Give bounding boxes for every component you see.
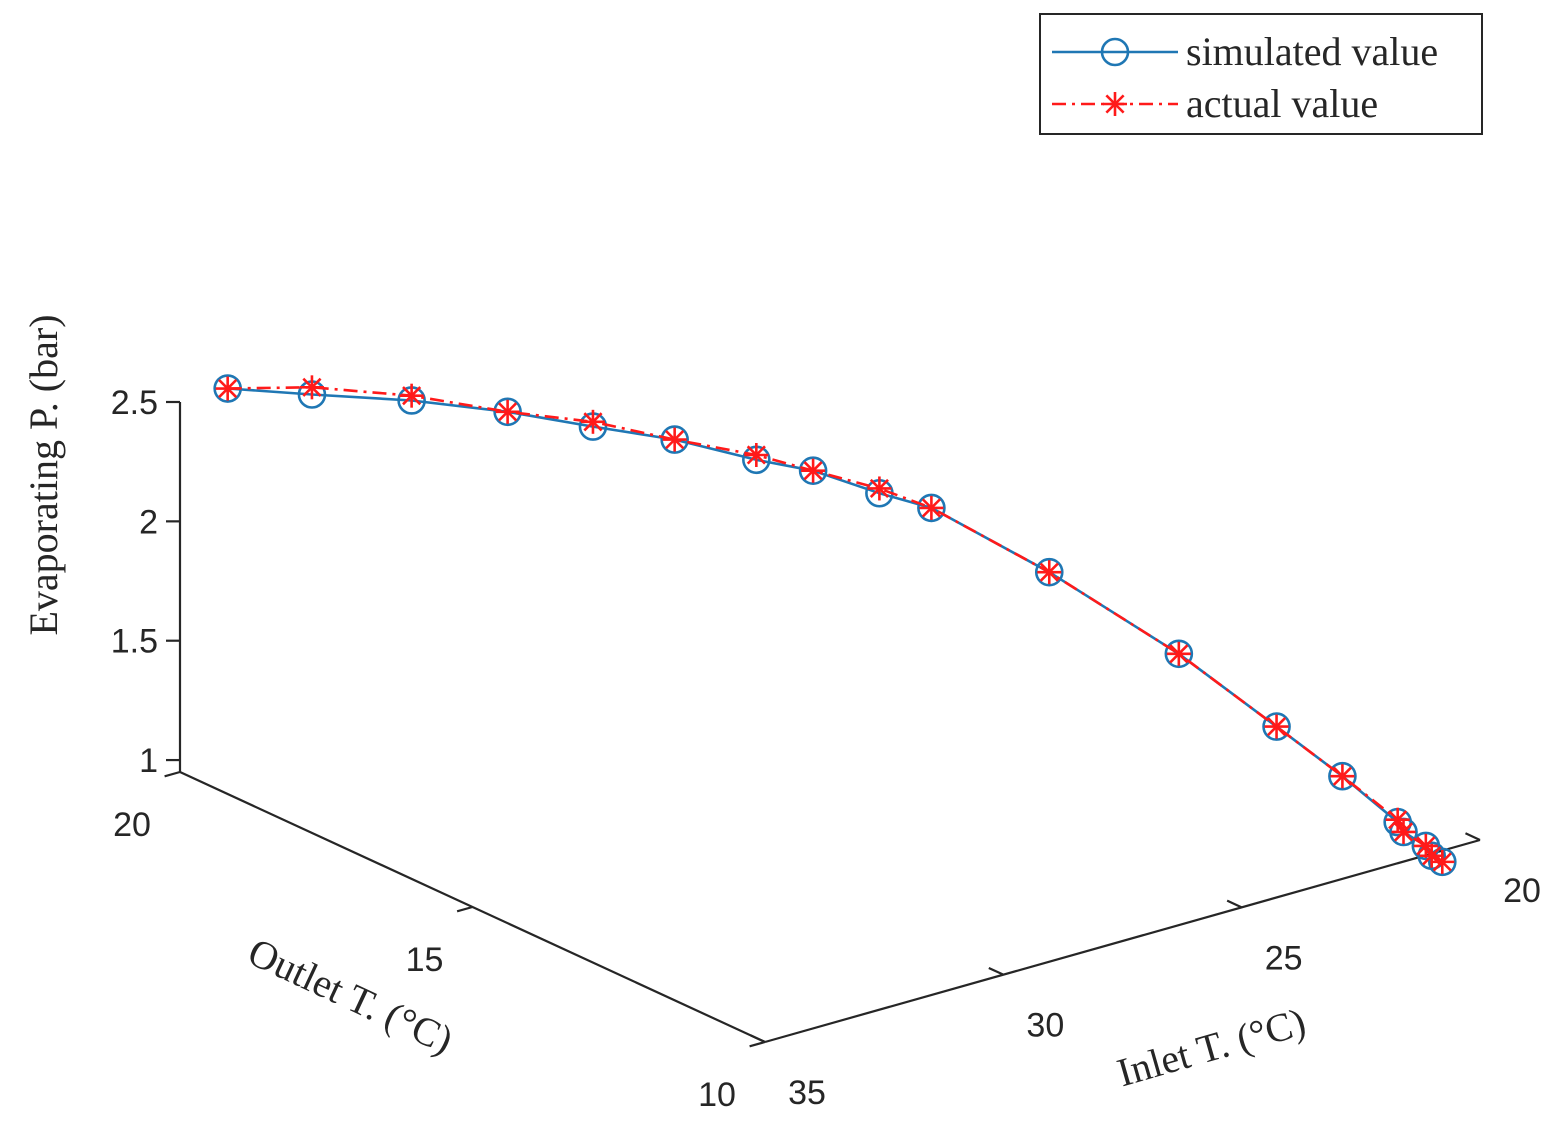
circle-marker [660, 425, 689, 454]
x-tick-label: 25 [1265, 939, 1303, 977]
legend-label: simulated value [1186, 29, 1438, 74]
legend-label: actual value [1186, 81, 1378, 126]
asterisk-marker [1391, 819, 1416, 844]
circle-marker [1034, 557, 1064, 587]
y-tick-mark [164, 770, 181, 778]
x-tick-mark [750, 1034, 766, 1043]
asterisk-marker [662, 427, 687, 452]
asterisk-marker [919, 495, 944, 520]
circle-marker [1328, 761, 1357, 791]
x-tick-label: 35 [788, 1074, 826, 1112]
asterisk-marker [299, 375, 324, 400]
series-layer [213, 374, 1457, 877]
y-tick-label: 15 [406, 941, 444, 979]
asterisk-marker [801, 458, 826, 483]
asterisk-marker [867, 476, 892, 501]
circle-marker [1262, 712, 1291, 741]
asterisk-marker [1037, 560, 1062, 585]
x-axis-label: Inlet T. (°C) [1112, 999, 1310, 1096]
asterisk-marker [1166, 641, 1191, 666]
z-tick-label: 2 [139, 503, 158, 541]
asterisk-marker [1430, 849, 1455, 874]
x-axis-line [764, 838, 1481, 1044]
x-tick-label: 30 [1026, 1007, 1064, 1045]
legend: simulated value actual value [1039, 13, 1483, 135]
x-tick-mark [1226, 899, 1243, 909]
asterisk-marker [1264, 714, 1289, 739]
y-tick-mark [749, 1040, 766, 1048]
asterisk-marker [399, 383, 424, 408]
asterisk-marker [215, 376, 240, 401]
asterisk-marker [495, 399, 520, 424]
x-tick-label: 20 [1503, 872, 1541, 910]
circle-marker [1164, 639, 1194, 669]
z-tick-label: 1.5 [111, 623, 158, 661]
y-tick-label: 20 [113, 806, 151, 844]
series-actual-value [215, 375, 1455, 874]
y-tick-mark [456, 905, 473, 913]
z-tick-label: 2.5 [111, 384, 158, 422]
asterisk-marker [1103, 92, 1127, 116]
circle-marker [798, 456, 828, 485]
circle-marker [493, 397, 522, 427]
z-tick-label: 1 [139, 742, 158, 780]
circle-marker [1428, 847, 1457, 877]
series-simulated-value [213, 374, 1457, 877]
z-axis-label: Evaporating P. (bar) [21, 314, 66, 635]
series-line [227, 386, 1443, 864]
asterisk-marker [580, 409, 605, 434]
x-tick-mark [1465, 832, 1481, 841]
series-line [227, 387, 1443, 864]
x-tick-mark [988, 966, 1004, 976]
y-tick-label: 10 [698, 1076, 736, 1114]
asterisk-marker [744, 442, 769, 467]
circle-marker [1100, 37, 1130, 67]
asterisk-marker [1330, 764, 1355, 789]
legend-box [1039, 13, 1483, 135]
circle-marker [917, 493, 946, 523]
asterisk-marker [1419, 843, 1444, 868]
